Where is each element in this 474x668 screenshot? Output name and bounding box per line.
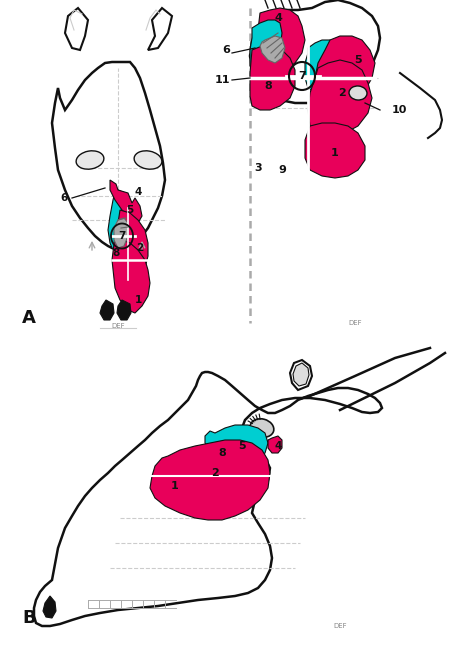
Ellipse shape: [250, 419, 274, 438]
Polygon shape: [115, 210, 148, 280]
Text: 4: 4: [274, 441, 282, 451]
Text: 1: 1: [171, 481, 179, 491]
Polygon shape: [150, 440, 270, 520]
Text: 8: 8: [218, 448, 226, 458]
Polygon shape: [315, 36, 375, 103]
Polygon shape: [268, 436, 282, 453]
Text: 6: 6: [60, 193, 67, 203]
Polygon shape: [148, 8, 172, 50]
Polygon shape: [34, 372, 382, 626]
Polygon shape: [100, 300, 114, 320]
Polygon shape: [293, 363, 309, 386]
Text: A: A: [22, 309, 36, 327]
Ellipse shape: [134, 151, 162, 169]
Text: 5: 5: [238, 441, 246, 451]
Ellipse shape: [349, 86, 367, 100]
Text: 7: 7: [298, 71, 306, 81]
Polygon shape: [108, 188, 133, 250]
Polygon shape: [250, 20, 282, 72]
Polygon shape: [260, 36, 285, 63]
Polygon shape: [250, 46, 295, 110]
Text: 1: 1: [331, 148, 339, 158]
Polygon shape: [290, 360, 312, 390]
Polygon shape: [250, 0, 380, 103]
Polygon shape: [114, 218, 128, 248]
Polygon shape: [308, 60, 372, 136]
Text: 10: 10: [392, 105, 407, 115]
Text: 4: 4: [134, 187, 142, 197]
Polygon shape: [112, 236, 150, 313]
Text: 7: 7: [118, 231, 126, 241]
Polygon shape: [255, 8, 305, 73]
Polygon shape: [305, 123, 365, 178]
Text: 1: 1: [134, 295, 142, 305]
Polygon shape: [205, 425, 268, 463]
Text: 2: 2: [338, 88, 346, 98]
Text: 3: 3: [102, 303, 109, 313]
Text: 11: 11: [215, 75, 230, 85]
Polygon shape: [52, 62, 165, 250]
Text: 5: 5: [127, 205, 134, 215]
Ellipse shape: [76, 151, 104, 169]
Polygon shape: [110, 180, 142, 223]
Text: 9: 9: [278, 165, 286, 175]
Text: 8: 8: [264, 81, 272, 91]
Text: DEF: DEF: [111, 323, 125, 329]
Text: 5: 5: [354, 55, 362, 65]
Polygon shape: [117, 300, 131, 320]
Text: DEF: DEF: [348, 320, 362, 326]
Text: 8: 8: [112, 248, 119, 258]
Text: 4: 4: [274, 13, 282, 23]
Text: B: B: [22, 609, 36, 627]
Text: 6: 6: [222, 45, 230, 55]
Text: 3: 3: [254, 163, 262, 173]
Polygon shape: [305, 40, 345, 93]
Polygon shape: [43, 596, 56, 618]
Polygon shape: [65, 8, 88, 50]
Text: 2: 2: [137, 243, 144, 253]
Text: DEF: DEF: [333, 623, 347, 629]
Text: 2: 2: [211, 468, 219, 478]
